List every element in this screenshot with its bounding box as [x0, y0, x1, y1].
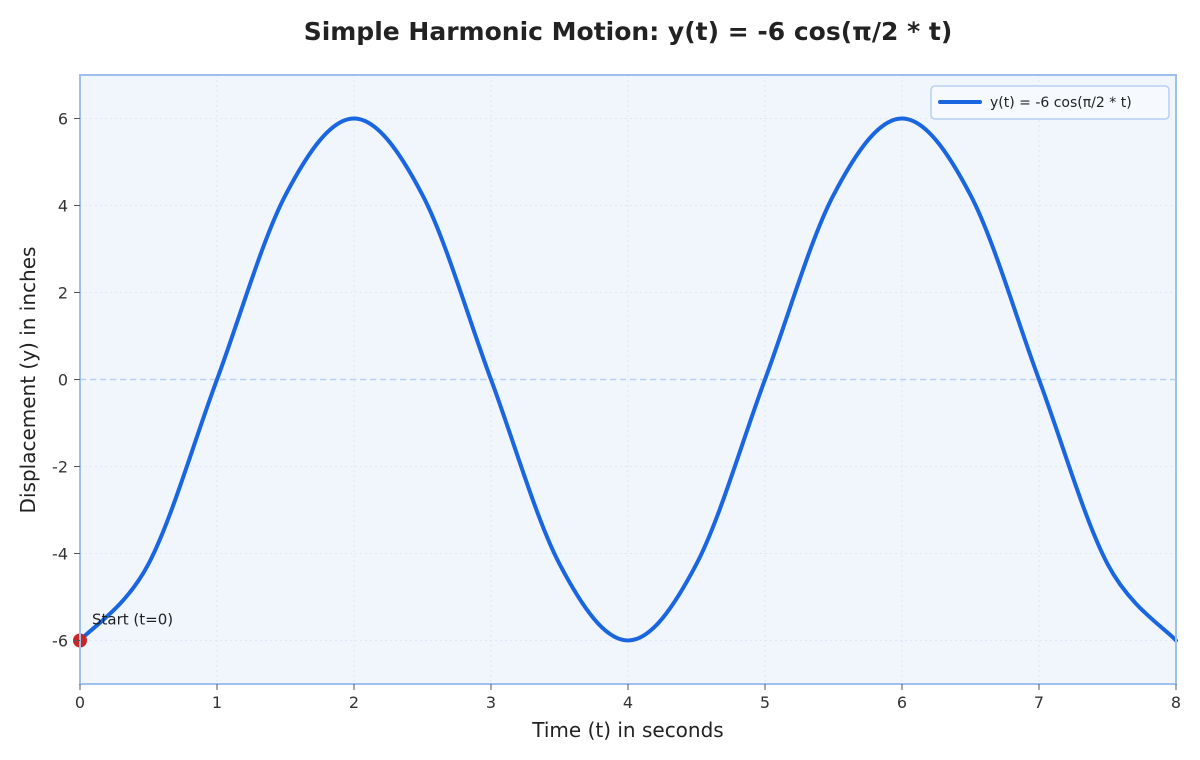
x-tick-label: 6	[897, 693, 907, 712]
legend-label: y(t) = -6 cos(π/2 * t)	[990, 95, 1132, 111]
y-tick-label: 2	[58, 284, 68, 303]
start-point-label: Start (t=0)	[92, 611, 173, 629]
y-tick-label: -6	[52, 632, 68, 651]
chart-title: Simple Harmonic Motion: y(t) = -6 cos(π/…	[304, 17, 953, 46]
legend: y(t) = -6 cos(π/2 * t)	[930, 85, 1170, 120]
legend-box	[930, 85, 1170, 120]
x-tick-label: 2	[349, 693, 359, 712]
y-tick-label: 4	[58, 197, 68, 216]
x-tick-label: 0	[75, 693, 85, 712]
y-axis-ticks: -6 -4 -2 0 2 4 6	[52, 110, 80, 651]
x-tick-label: 1	[212, 693, 222, 712]
y-tick-label: -2	[52, 458, 68, 477]
x-tick-label: 4	[623, 693, 633, 712]
x-tick-label: 7	[1034, 693, 1044, 712]
y-tick-label: 0	[58, 371, 68, 390]
series-layer	[78, 116, 1178, 643]
series-line-0	[78, 116, 1178, 643]
x-tick-label: 3	[486, 693, 496, 712]
y-axis-label: Displacement (y) in inches	[16, 247, 40, 514]
x-tick-label: 8	[1171, 693, 1181, 712]
y-tick-label: -4	[52, 545, 68, 564]
x-tick-label: 5	[760, 693, 770, 712]
y-tick-label: 6	[58, 110, 68, 129]
x-axis-label: Time (t) in seconds	[531, 718, 723, 742]
x-axis-ticks: 0 1 2 3 4 5 6 7 8	[75, 684, 1181, 712]
